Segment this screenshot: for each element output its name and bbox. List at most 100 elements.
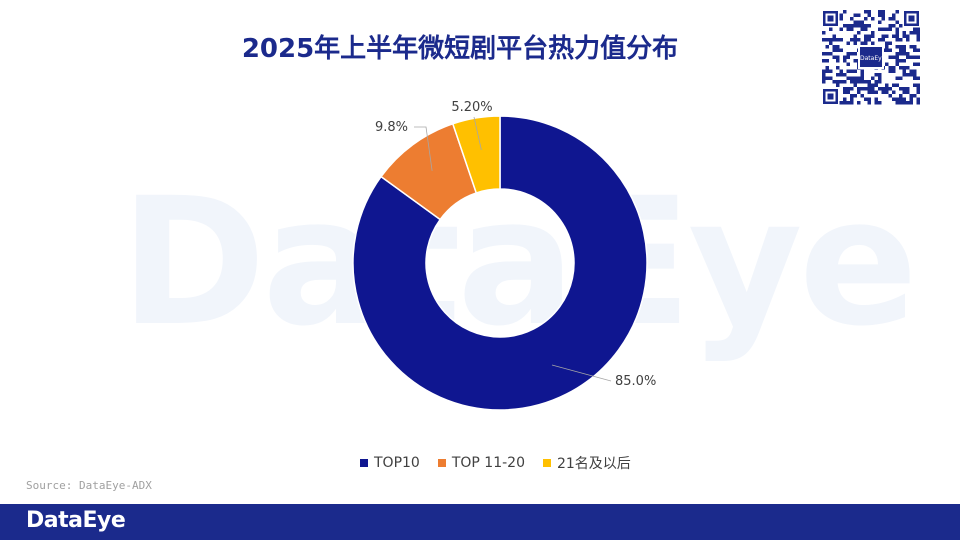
legend-item-2: 21名及以后 bbox=[542, 453, 631, 473]
qr-module bbox=[857, 101, 861, 105]
qr-module bbox=[916, 31, 920, 35]
qr-module bbox=[825, 66, 829, 70]
qr-finder-inner bbox=[827, 15, 834, 22]
qr-module bbox=[906, 38, 910, 42]
qr-module bbox=[888, 94, 892, 98]
qr-module bbox=[843, 55, 847, 59]
qr-module bbox=[895, 20, 899, 24]
qr-module bbox=[913, 62, 917, 66]
qr-module bbox=[916, 76, 920, 80]
qr-module bbox=[843, 97, 847, 101]
qr-module bbox=[899, 66, 903, 70]
qr-module bbox=[860, 94, 864, 98]
qr-module bbox=[825, 45, 829, 49]
qr-module bbox=[843, 73, 847, 77]
qr-module bbox=[916, 97, 920, 101]
qr-module bbox=[853, 94, 857, 98]
chart-legend: TOP10 TOP 11-20 21名及以后 bbox=[360, 453, 631, 473]
qr-module bbox=[850, 52, 854, 56]
qr-module bbox=[902, 45, 906, 49]
qr-module bbox=[839, 80, 843, 84]
qr-module bbox=[860, 80, 864, 84]
qr-module bbox=[888, 27, 892, 31]
qr-module bbox=[857, 38, 861, 42]
qr-module bbox=[836, 48, 840, 52]
qr-module bbox=[874, 101, 878, 105]
qr-module bbox=[874, 83, 878, 87]
qr-module bbox=[913, 27, 917, 31]
qr-module bbox=[913, 73, 917, 77]
qr-module bbox=[878, 101, 882, 105]
qr-module bbox=[878, 10, 882, 14]
qr-module bbox=[822, 38, 826, 42]
qr-module bbox=[899, 101, 903, 105]
legend-label-1: TOP 11-20 bbox=[451, 455, 525, 471]
qr-module bbox=[913, 94, 917, 98]
qr-module bbox=[864, 10, 868, 14]
qr-module bbox=[888, 69, 892, 73]
data-label-1: 9.8% bbox=[375, 120, 408, 135]
legend-swatch-2 bbox=[542, 459, 551, 467]
qr-module bbox=[892, 55, 896, 59]
qr-module bbox=[881, 34, 885, 38]
qr-module bbox=[885, 48, 889, 52]
qr-module bbox=[906, 73, 910, 77]
qr-module bbox=[843, 10, 847, 14]
qr-module bbox=[916, 101, 920, 105]
qr-module bbox=[871, 34, 875, 38]
qr-module bbox=[836, 66, 840, 70]
qr-module bbox=[825, 38, 829, 42]
qr-module bbox=[860, 76, 864, 80]
qr-module bbox=[839, 69, 843, 73]
legend-swatch-0 bbox=[360, 459, 368, 467]
qr-module bbox=[860, 87, 864, 91]
qr-module bbox=[871, 87, 875, 91]
qr-module bbox=[888, 24, 892, 28]
slice-2 bbox=[451, 115, 501, 194]
qr-module bbox=[902, 66, 906, 70]
qr-module bbox=[899, 76, 903, 80]
qr-module bbox=[846, 87, 850, 91]
qr-module bbox=[850, 27, 854, 31]
qr-module bbox=[892, 66, 896, 70]
qr-module bbox=[916, 90, 920, 94]
qr-module bbox=[881, 10, 885, 14]
qr-module bbox=[892, 13, 896, 17]
qr-module bbox=[860, 27, 864, 31]
qr-module bbox=[909, 97, 913, 101]
qr-module bbox=[881, 90, 885, 94]
qr-module bbox=[895, 76, 899, 80]
qr-module bbox=[829, 69, 833, 73]
qr-module bbox=[909, 55, 913, 59]
qr-module bbox=[846, 27, 850, 31]
qr-module bbox=[909, 31, 913, 35]
qr-module bbox=[899, 59, 903, 63]
qr-module bbox=[878, 80, 882, 84]
qr-module bbox=[864, 80, 868, 84]
qr-module bbox=[878, 27, 882, 31]
qr-module bbox=[871, 76, 875, 80]
qr-module bbox=[822, 59, 826, 63]
qr-module bbox=[850, 69, 854, 73]
qr-module bbox=[843, 90, 847, 94]
qr-module bbox=[850, 76, 854, 80]
qr-module bbox=[916, 34, 920, 38]
qr-module bbox=[902, 87, 906, 91]
qr-module bbox=[885, 87, 889, 91]
qr-module bbox=[829, 27, 833, 31]
qr-code: DataEye bbox=[822, 10, 920, 105]
qr-module bbox=[853, 52, 857, 56]
qr-module bbox=[906, 90, 910, 94]
qr-module bbox=[902, 52, 906, 56]
qr-module bbox=[909, 45, 913, 49]
qr-module bbox=[892, 83, 896, 87]
qr-module bbox=[843, 80, 847, 84]
qr-module bbox=[906, 66, 910, 70]
qr-module bbox=[867, 13, 871, 17]
qr-module bbox=[860, 69, 864, 73]
qr-module bbox=[850, 97, 854, 101]
qr-module bbox=[857, 90, 861, 94]
qr-module bbox=[892, 34, 896, 38]
qr-module bbox=[895, 34, 899, 38]
